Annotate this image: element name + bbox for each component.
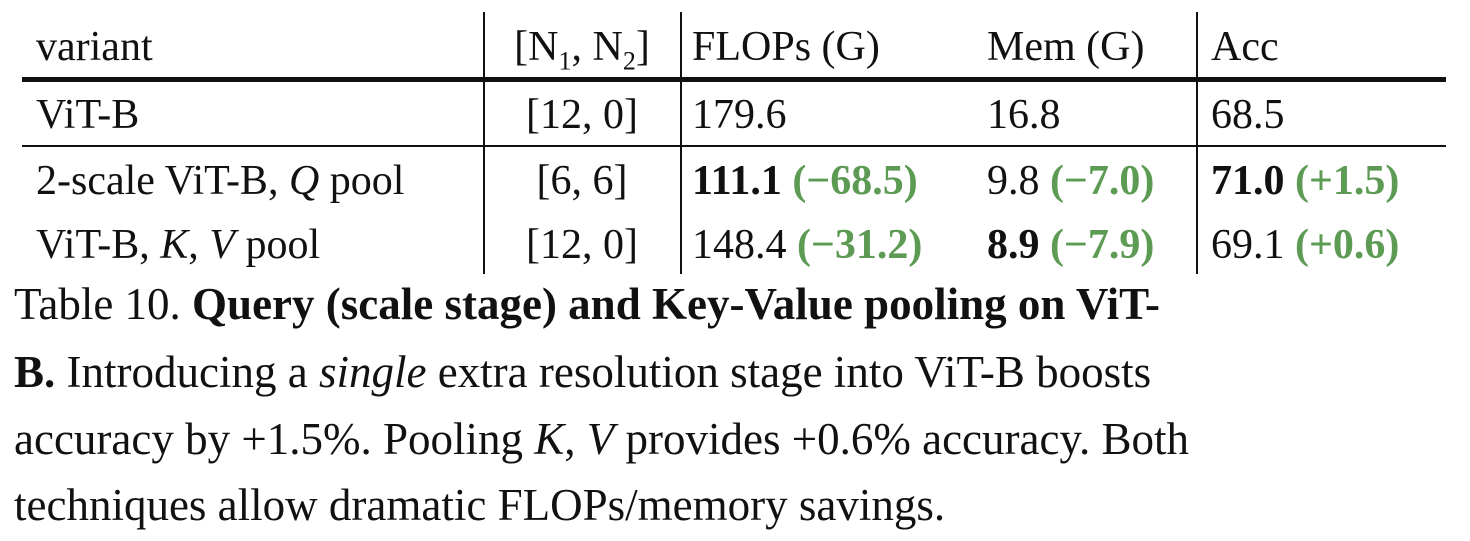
row3-acc: 69.1 (+0.6) [1211, 224, 1399, 266]
row2-variant-text: 2-scale ViT-B, [36, 158, 289, 204]
caption-line-4: techniques allow dramatic FLOPs/memory s… [14, 480, 946, 530]
header-n-open: [N [514, 24, 559, 70]
row3-variant-v: V [209, 222, 235, 268]
caption-line3-v: V [586, 414, 615, 464]
caption-label: Table 10. [14, 279, 181, 329]
row3-n: [12, 0] [526, 222, 638, 268]
header-acc: Acc [1211, 24, 1279, 70]
row1-acc: 68.5 [1211, 92, 1285, 138]
caption-line-1: Table 10. Query (scale stage) and Key-Va… [14, 282, 1160, 327]
caption-line3-b: provides +0.6% accuracy. Both [614, 414, 1190, 464]
caption-line3-a: accuracy by +1.5%. Pooling [14, 414, 535, 464]
table-top-rule [22, 77, 1446, 82]
row1-mem: 16.8 [987, 92, 1061, 138]
row3-variant-sep: , [188, 222, 210, 268]
header-mem: Mem (G) [987, 24, 1145, 70]
header-n-close: ] [635, 24, 650, 70]
table-vline-1 [483, 12, 485, 274]
row2-mem: 9.8 (−7.0) [987, 160, 1154, 202]
caption-title-part1: Query (scale stage) and Key-Value poolin… [192, 279, 1161, 329]
row3-acc-delta: (+0.6) [1295, 222, 1400, 268]
caption-line2-b: extra resolution stage into ViT-B boosts [426, 347, 1152, 397]
caption-title-part2: B. [14, 347, 56, 397]
row2-acc-delta: (+1.5) [1295, 158, 1400, 204]
caption-line-3: accuracy by +1.5%. Pooling K, V provides… [14, 417, 1189, 462]
table-vline-2 [680, 12, 682, 274]
row1-variant: ViT-B [36, 94, 139, 136]
table-mid-rule [22, 145, 1446, 147]
row3-variant-pool: pool [234, 222, 321, 268]
row2-flops-delta: (−68.5) [792, 158, 918, 204]
row2-variant-q: Q [288, 158, 320, 204]
header-n-sep: , N [571, 24, 623, 70]
row2-acc: 71.0 (+1.5) [1211, 160, 1399, 202]
row2-variant: 2-scale ViT-B, Q pool [36, 160, 404, 202]
row3-variant-k: K [160, 222, 189, 268]
row2-n: [6, 6] [536, 158, 628, 204]
row3-mem: 8.9 (−7.9) [987, 224, 1154, 266]
row1-n: [12, 0] [526, 92, 638, 138]
row2-flops-value: 111.1 [692, 158, 782, 204]
row2-acc-value: 71.0 [1211, 158, 1285, 204]
row3-variant-text: ViT-B, [36, 222, 161, 268]
header-variant: variant [36, 24, 153, 70]
caption-line-2: B. Introducing a single extra resolution… [14, 350, 1151, 395]
header-n1-n2: [N1, N2] [514, 26, 650, 74]
row3-mem-value: 8.9 [987, 222, 1040, 268]
row3-flops-value: 148.4 [692, 222, 787, 268]
row2-mem-delta: (−7.0) [1050, 158, 1155, 204]
row2-flops: 111.1 (−68.5) [692, 160, 918, 202]
row3-flops-delta: (−31.2) [797, 222, 923, 268]
row3-mem-delta: (−7.9) [1050, 222, 1155, 268]
caption-line2-a: Introducing a [66, 347, 319, 397]
row2-mem-value: 9.8 [987, 158, 1040, 204]
header-n2-sub: 2 [622, 46, 636, 76]
header-flops: FLOPs (G) [692, 24, 880, 70]
row2-variant-pool: pool [319, 158, 405, 204]
caption-line2-emphasis: single [318, 347, 427, 397]
row3-acc-value: 69.1 [1211, 222, 1285, 268]
caption-line3-k: K [534, 414, 565, 464]
row3-variant: ViT-B, K, V pool [36, 224, 320, 266]
row1-flops: 179.6 [692, 92, 787, 138]
caption-line3-sep: , [564, 414, 587, 464]
header-n1-sub: 1 [558, 46, 572, 76]
table-vline-3 [1196, 12, 1198, 274]
row3-flops: 148.4 (−31.2) [692, 224, 922, 266]
row1-variant-text: ViT-B [36, 92, 140, 138]
